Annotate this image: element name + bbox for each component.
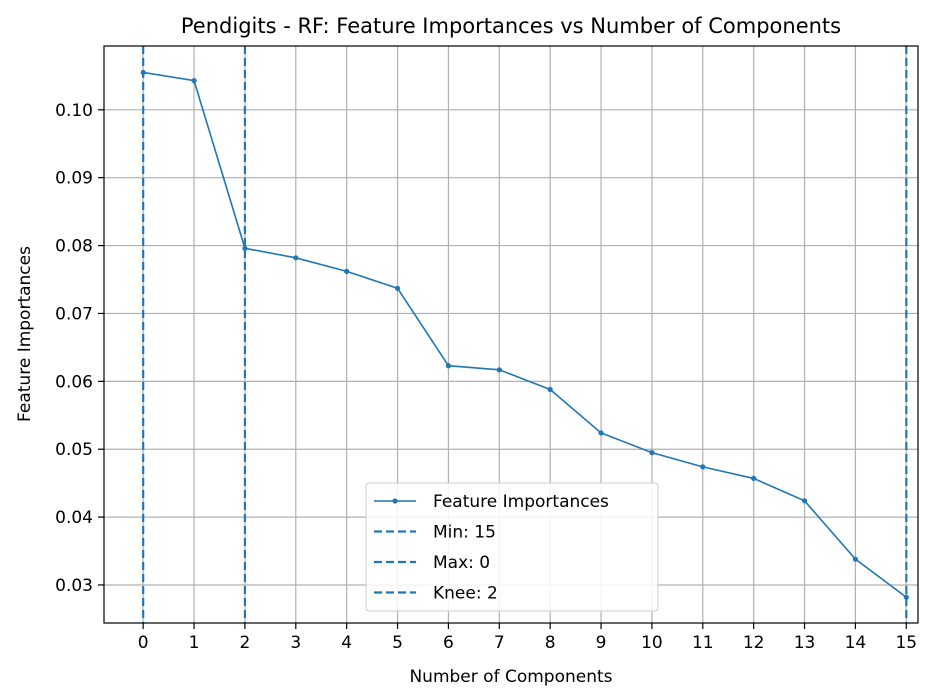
x-ticks: 0 1 2 3 4 5 6 7 8 9 10 11 12 13 14 15 [138,623,917,653]
plot-frame [103,45,919,624]
y-tick-label: 0.04 [55,508,93,528]
legend-label: Feature Importances [433,492,609,512]
x-tick-label: 9 [596,633,607,653]
legend-frame [365,482,659,612]
data-point [751,475,757,482]
vertical-lines [142,46,908,623]
data-point [496,367,502,373]
y-tick-label: 0.05 [55,440,93,460]
data-point [140,69,146,76]
data-point [547,386,553,393]
legend-label: Knee: 2 [433,584,498,604]
legend: Feature Importances Min: 15 Max: 0 Knee: 2 [365,482,659,612]
x-tick-label: 14 [845,633,867,653]
x-tick-label: 1 [189,633,200,653]
legend-label: Max: 0 [433,553,490,573]
y-axis-label: Feature Importances [15,246,35,422]
x-tick-label: 10 [641,633,663,653]
x-tick-label: 15 [895,633,917,653]
chart-title: Pendigits - RF: Feature Importances vs N… [181,14,841,38]
x-tick-label: 11 [692,633,714,653]
y-tick-label: 0.10 [55,101,93,121]
x-tick-label: 8 [545,633,556,653]
x-tick-label: 13 [794,633,816,653]
series-line [143,71,907,598]
x-tick-label: 0 [138,633,149,653]
data-point [649,450,655,456]
y-tick-label: 0.06 [55,372,93,392]
data-point [598,430,604,436]
x-axis-label: Number of Components [409,667,612,687]
y-tick-label: 0.08 [55,237,93,257]
y-tick-label: 0.07 [55,304,93,324]
x-tick-label: 6 [443,633,454,653]
legend-label: Min: 15 [433,523,496,543]
data-point [394,285,401,291]
data-point [293,255,299,261]
x-tick-label: 12 [743,633,765,653]
x-tick-label: 5 [392,633,403,653]
series-layer [140,69,909,600]
x-tick-label: 2 [240,633,251,653]
data-point [344,268,350,274]
x-tick-label: 3 [290,633,301,653]
legend-marker [392,498,398,504]
data-point [903,594,909,600]
data-point [242,245,248,251]
x-tick-label: 7 [494,633,505,653]
y-tick-label: 0.09 [55,169,93,189]
data-point [852,556,859,562]
data-point [445,363,452,369]
data-point [801,498,808,504]
y-tick-label: 0.03 [55,576,93,596]
x-tick-label: 4 [341,633,352,653]
y-ticks: 0.03 0.04 0.05 0.06 0.07 0.08 0.09 0.10 [55,101,104,596]
data-point [191,78,197,84]
data-point [700,464,706,470]
